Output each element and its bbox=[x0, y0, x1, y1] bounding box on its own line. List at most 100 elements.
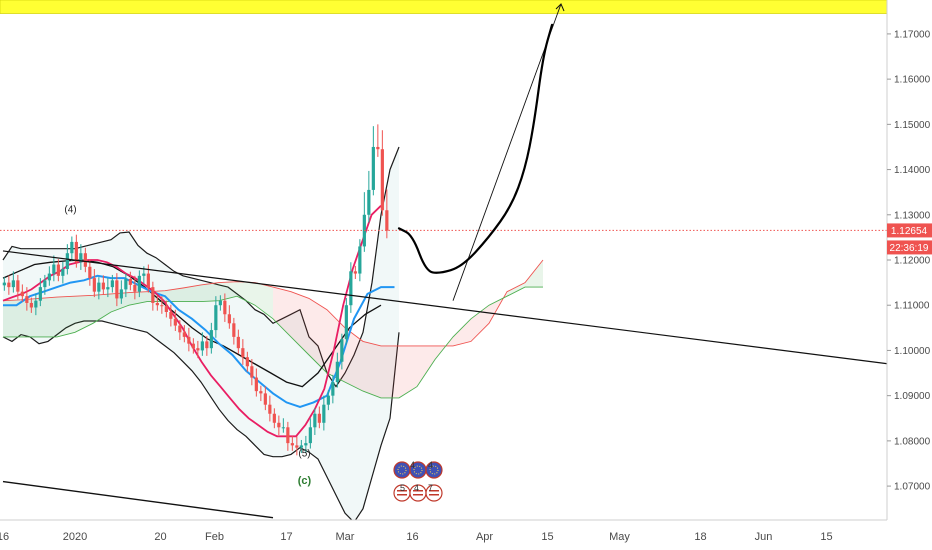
eu-flag-icon[interactable] bbox=[425, 461, 443, 479]
candle[interactable] bbox=[340, 333, 344, 370]
candle[interactable] bbox=[272, 408, 276, 429]
candle[interactable] bbox=[371, 126, 375, 196]
candle[interactable] bbox=[11, 271, 15, 293]
candle[interactable] bbox=[101, 275, 105, 295]
candle[interactable] bbox=[160, 296, 164, 314]
economic-events[interactable]: 4 45 4 7 bbox=[393, 460, 443, 502]
candle[interactable] bbox=[335, 352, 339, 388]
candle[interactable] bbox=[367, 170, 371, 223]
candle[interactable] bbox=[322, 395, 326, 431]
price-axis[interactable]: 1.17000 1.16000 1.15000 1.14000 1.13000 1.120… bbox=[887, 29, 931, 493]
candle[interactable] bbox=[106, 278, 110, 298]
candle[interactable] bbox=[295, 436, 299, 456]
candle[interactable] bbox=[38, 278, 42, 307]
candle[interactable] bbox=[317, 406, 321, 429]
candle[interactable] bbox=[92, 269, 96, 298]
candle[interactable] bbox=[164, 300, 168, 318]
candle-body bbox=[101, 282, 105, 290]
candle[interactable] bbox=[313, 408, 317, 435]
candle[interactable] bbox=[250, 359, 254, 386]
candle[interactable] bbox=[223, 293, 227, 322]
candle[interactable] bbox=[16, 274, 20, 300]
candle[interactable] bbox=[20, 284, 24, 302]
trendline-lower[interactable] bbox=[2, 480, 274, 519]
candle[interactable] bbox=[254, 368, 258, 397]
candle[interactable] bbox=[97, 277, 101, 300]
candle[interactable] bbox=[299, 439, 303, 454]
candle[interactable] bbox=[155, 295, 159, 311]
candle-body bbox=[263, 393, 267, 405]
candle[interactable] bbox=[128, 271, 132, 291]
candle[interactable] bbox=[200, 332, 204, 356]
candle[interactable] bbox=[304, 435, 308, 454]
us-flag-icon[interactable] bbox=[425, 484, 443, 502]
candle[interactable] bbox=[34, 293, 38, 316]
candle[interactable] bbox=[290, 435, 294, 451]
candle[interactable] bbox=[187, 327, 191, 352]
projected-path[interactable] bbox=[397, 23, 554, 274]
candle[interactable] bbox=[349, 262, 353, 313]
candle[interactable] bbox=[263, 386, 267, 411]
candle[interactable] bbox=[241, 339, 245, 365]
eu-flag-icon[interactable] bbox=[409, 461, 427, 479]
candle[interactable] bbox=[124, 273, 128, 298]
time-axis[interactable]: 16202020Feb17Mar16Apr15May18Jun15 bbox=[0, 531, 833, 543]
candle[interactable] bbox=[79, 244, 83, 270]
eu-flag-icon[interactable] bbox=[393, 461, 411, 479]
candle[interactable] bbox=[353, 265, 357, 279]
candle[interactable] bbox=[281, 418, 285, 433]
candle[interactable] bbox=[88, 259, 92, 286]
candle[interactable] bbox=[83, 247, 87, 273]
candle[interactable] bbox=[52, 255, 56, 282]
candle[interactable] bbox=[61, 261, 65, 284]
candle[interactable] bbox=[115, 273, 119, 307]
candle[interactable] bbox=[214, 296, 218, 338]
candle[interactable] bbox=[245, 351, 249, 372]
time-tick-label: 15 bbox=[820, 531, 832, 543]
candle[interactable] bbox=[25, 287, 29, 311]
candle[interactable] bbox=[137, 270, 141, 298]
candlesticks[interactable] bbox=[2, 124, 389, 456]
candle[interactable] bbox=[133, 275, 137, 300]
candle[interactable] bbox=[182, 325, 186, 343]
candle[interactable] bbox=[331, 374, 335, 404]
candle[interactable] bbox=[191, 338, 195, 354]
projection-arrow-line[interactable] bbox=[452, 3, 562, 301]
candle[interactable] bbox=[277, 415, 281, 435]
candle[interactable] bbox=[286, 421, 290, 451]
candle[interactable] bbox=[119, 280, 123, 304]
candle[interactable] bbox=[218, 295, 222, 311]
candle[interactable] bbox=[151, 281, 155, 311]
candle[interactable] bbox=[259, 385, 263, 402]
candle[interactable] bbox=[56, 259, 60, 282]
candle[interactable] bbox=[205, 335, 209, 356]
candle[interactable] bbox=[110, 274, 114, 293]
candle[interactable] bbox=[196, 340, 200, 359]
candle[interactable] bbox=[358, 239, 362, 282]
candle[interactable] bbox=[268, 395, 272, 422]
candle[interactable] bbox=[2, 277, 6, 291]
candle[interactable] bbox=[209, 322, 213, 354]
candle[interactable] bbox=[232, 317, 236, 345]
candle[interactable] bbox=[47, 266, 51, 286]
trendline-main[interactable] bbox=[2, 250, 890, 365]
candle[interactable] bbox=[7, 275, 11, 295]
candle[interactable] bbox=[380, 130, 384, 216]
candle[interactable] bbox=[70, 236, 74, 261]
candle[interactable] bbox=[74, 234, 78, 268]
candle[interactable] bbox=[43, 274, 47, 295]
candle[interactable] bbox=[376, 124, 380, 157]
candle[interactable] bbox=[385, 189, 389, 239]
candle[interactable] bbox=[344, 297, 348, 345]
candle[interactable] bbox=[227, 305, 231, 329]
time-tick-label: Feb bbox=[205, 531, 224, 543]
candle[interactable] bbox=[236, 329, 240, 354]
candle[interactable] bbox=[178, 320, 182, 341]
candle[interactable] bbox=[173, 309, 177, 331]
event-marker bbox=[425, 461, 443, 479]
candle[interactable] bbox=[326, 390, 330, 411]
candle[interactable] bbox=[308, 418, 312, 449]
candle[interactable] bbox=[29, 297, 33, 313]
candle[interactable] bbox=[169, 304, 173, 327]
